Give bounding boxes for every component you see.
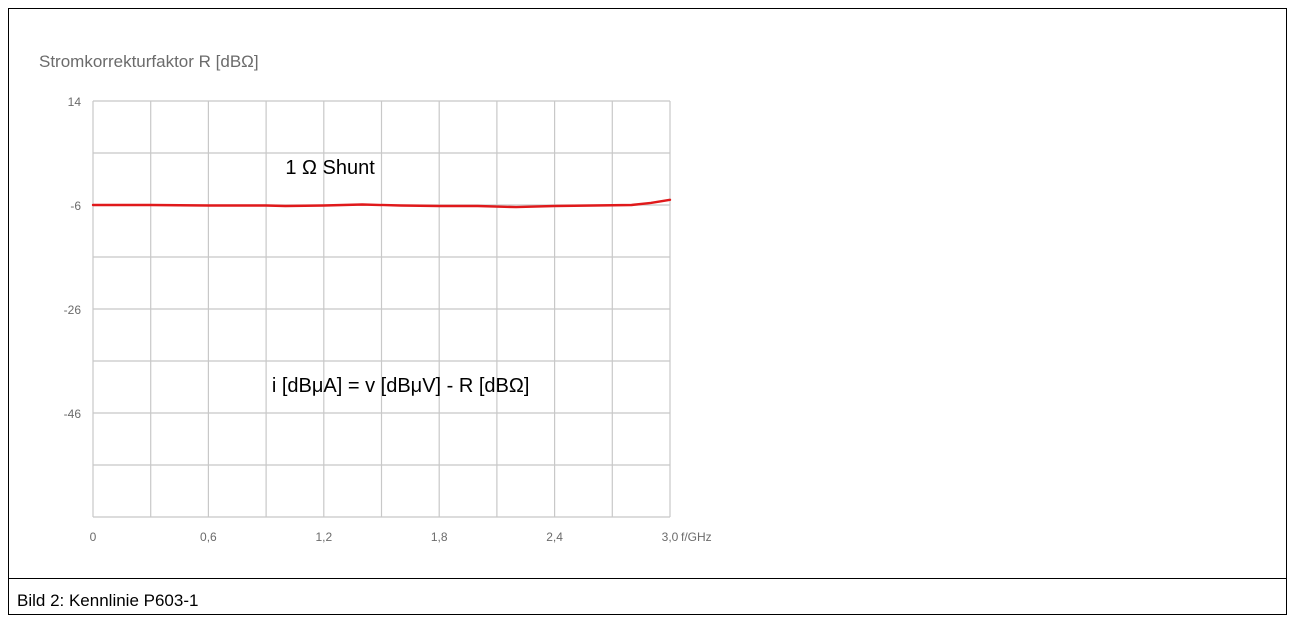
chart-area: Stromkorrekturfaktor R [dBΩ] 14 -6 -26 -46 0 0…: [9, 9, 1286, 579]
chart-title: Stromkorrekturfaktor R [dBΩ]: [39, 52, 259, 71]
y-tick-label: -26: [64, 303, 82, 317]
figure-caption: Bild 2: Kennlinie P603-1: [17, 591, 199, 610]
y-tick-label: -46: [64, 407, 82, 421]
x-tick-label: 0,6: [200, 530, 217, 544]
x-tick-label: 0: [90, 530, 97, 544]
x-tick-label: 1,2: [315, 530, 332, 544]
chart-svg: Stromkorrekturfaktor R [dBΩ] 14 -6 -26 -46 0 0…: [39, 52, 712, 544]
y-tick-label: 14: [68, 95, 82, 109]
y-tick-label: -6: [70, 199, 81, 213]
x-tick-label: 3,0: [662, 530, 679, 544]
figure-frame: Stromkorrekturfaktor R [dBΩ] 14 -6 -26 -46 0 0…: [8, 8, 1287, 615]
x-axis-label: f/GHz: [681, 530, 712, 544]
chart-annotation: i [dBμA] = v [dBμV] - R [dBΩ]: [272, 375, 530, 397]
series-line: [91, 198, 672, 209]
x-tick-label: 2,4: [546, 530, 563, 544]
x-tick-label: 1,8: [431, 530, 448, 544]
chart-annotation: 1 Ω Shunt: [285, 157, 375, 179]
